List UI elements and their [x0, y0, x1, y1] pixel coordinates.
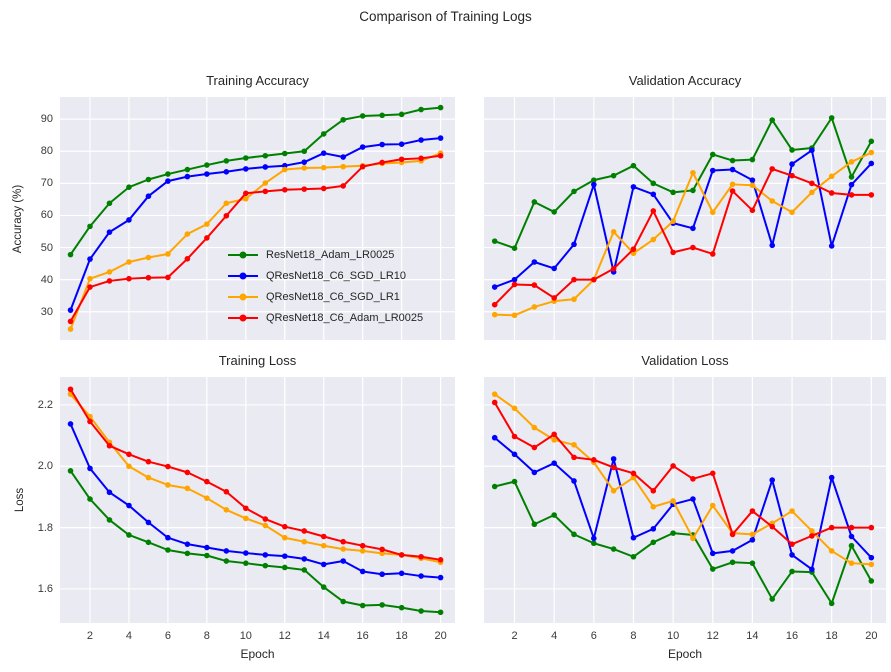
line-chart [60, 377, 455, 623]
y-tick-label: 2.2 [37, 398, 53, 411]
y-tick-label: 80 [40, 145, 53, 158]
subplot-training-loss: Training Loss Loss Epoch 1.6 1.8 2.0 2.2 2 4 6… [14, 353, 455, 661]
legend-label: QResNet18_C6_Adam_LR0025 [266, 311, 424, 324]
x-tick-label: 16 [356, 630, 369, 642]
x-tick-label: 18 [395, 630, 408, 642]
line-chart [60, 97, 455, 340]
x-tick-label: 20 [434, 630, 447, 642]
x-axis-label: Epoch [240, 647, 275, 661]
y-tick-label: 60 [40, 209, 53, 222]
y-tick-label: 40 [40, 273, 53, 286]
subplot-validation-accuracy: Validation Accuracy [484, 73, 886, 340]
legend-item: QResNet18_C6_SGD_LR10 [228, 267, 423, 284]
y-tick-label: 90 [40, 113, 53, 126]
x-tick-label: 4 [551, 630, 558, 642]
x-tick-label: 12 [706, 630, 719, 642]
y-tick-label: 30 [40, 305, 53, 318]
legend-label: QResNet18_C6_SGD_LR1 [266, 290, 400, 303]
y-axis-label: Accuracy (%) [12, 184, 24, 253]
legend-item: QResNet18_C6_Adam_LR0025 [228, 309, 423, 326]
x-tick-label: 10 [239, 630, 252, 642]
x-tick-label: 18 [825, 630, 838, 642]
x-tick-label: 2 [511, 630, 518, 642]
x-tick-label: 10 [666, 630, 680, 642]
subplot-title: Validation Accuracy [628, 73, 742, 88]
x-axis-label: Epoch [667, 647, 703, 661]
y-tick-label: 2.0 [37, 460, 53, 473]
legend-swatch [228, 253, 258, 256]
y-axis-label: Loss [14, 487, 26, 513]
legend-item: QResNet18_C6_SGD_LR1 [228, 288, 423, 305]
x-tick-label: 8 [630, 630, 637, 642]
x-tick-label: 12 [278, 630, 291, 642]
subplot-title: Training Accuracy [206, 73, 309, 88]
y-tick-label: 50 [40, 241, 53, 254]
x-tick-label: 2 [86, 630, 94, 642]
x-tick-label: 14 [317, 630, 330, 642]
legend-label: ResNet18_Adam_LR0025 [266, 248, 395, 261]
line-chart [484, 377, 886, 623]
legend-label: QResNet18_C6_SGD_LR10 [266, 269, 407, 282]
x-tick-label: 6 [164, 630, 171, 642]
figure-title: Comparison of Training Logs [359, 9, 532, 24]
y-tick-label: 1.6 [37, 582, 53, 595]
x-tick-label: 16 [785, 630, 799, 642]
x-tick-label: 8 [203, 630, 210, 642]
subplot-title: Validation Loss [641, 353, 729, 368]
legend-swatch [228, 274, 258, 277]
subplot-training-accuracy: Training Accuracy Accuracy (%) ResNet18_… [12, 73, 455, 340]
legend-item: ResNet18_Adam_LR0025 [228, 246, 423, 263]
legend: ResNet18_Adam_LR0025 QResNet18_C6_SGD_LR1… [228, 246, 423, 326]
x-tick-label: 4 [125, 630, 132, 642]
x-tick-label: 6 [590, 630, 597, 642]
legend-swatch [228, 316, 258, 319]
subplot-validation-loss: Validation Loss Epoch 2 4 6 8 10 12 14 16 18 20 [484, 353, 886, 661]
subplot-title: Training Loss [218, 353, 297, 368]
x-tick-label: 14 [746, 630, 759, 642]
y-tick-label: 70 [40, 177, 53, 190]
line-chart [484, 97, 886, 340]
legend-swatch [228, 295, 258, 298]
y-tick-label: 1.8 [37, 521, 53, 534]
x-tick-label: 20 [865, 630, 878, 642]
